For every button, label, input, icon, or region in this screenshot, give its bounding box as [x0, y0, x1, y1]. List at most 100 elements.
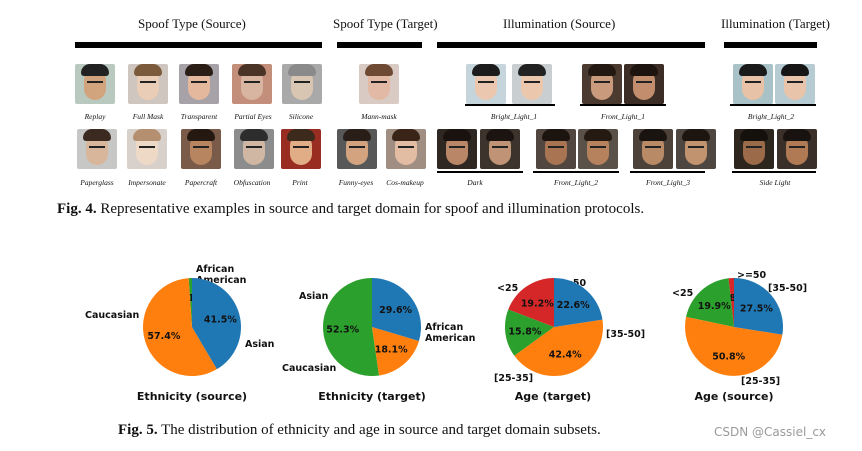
face-image — [536, 129, 576, 169]
caption-funny-eyes: Funny-eyes — [338, 178, 374, 187]
pie-value-label: 41.5% — [204, 315, 237, 326]
face-image — [624, 64, 664, 104]
pie-slice — [505, 309, 554, 356]
caption-side-light: Side Light — [759, 178, 791, 187]
pie-slice — [323, 278, 380, 376]
figure-5-label: Fig. 5. — [118, 422, 158, 438]
face-image — [512, 64, 552, 104]
pie-category-label: American — [425, 333, 476, 344]
face-image — [281, 129, 321, 169]
pie-category-label: >=50 — [737, 270, 767, 281]
group-underline — [630, 171, 705, 173]
face-image — [480, 129, 520, 169]
pie-value-label: 52.3% — [326, 325, 359, 336]
face-image — [128, 64, 168, 104]
caption-impersonate: Impersonate — [128, 178, 166, 187]
group-underline — [732, 171, 816, 173]
face-image — [386, 129, 426, 169]
section-title-spoof-source: Spoof Type (Source) — [138, 16, 246, 31]
pie-category-label: Asian — [299, 291, 329, 302]
face-image — [633, 129, 673, 169]
pie-slice — [686, 278, 734, 327]
pie-chart-title: Age (source) — [694, 390, 773, 403]
pie-slice — [188, 278, 192, 327]
pie-value-label: 1.1% — [178, 293, 205, 304]
section-bar-illum-target — [724, 42, 817, 48]
figure-4-caption-text: Representative examples in source and ta… — [96, 201, 645, 217]
caption-dark: Dark — [467, 178, 483, 187]
pie-value-label: 19.9% — [698, 301, 731, 312]
face-image — [282, 64, 322, 104]
face-image — [181, 129, 221, 169]
pie-slice — [734, 278, 784, 335]
pie-chart-title: Age (target) — [515, 390, 591, 403]
caption-transparent: Transparent — [180, 112, 218, 121]
pie-category-label: African — [425, 322, 463, 333]
pie-slice — [372, 278, 422, 341]
pie-chart-title: Ethnicity (source) — [137, 390, 247, 403]
caption-cos-makeup: Cos-makeup — [386, 178, 424, 187]
caption-silicone: Silicone — [288, 112, 314, 121]
face-image — [676, 129, 716, 169]
pie-category-label: African — [196, 264, 234, 275]
pie-value-label: 18.1% — [375, 345, 408, 356]
pie-value-label: 57.4% — [147, 331, 180, 342]
group-underline — [465, 104, 555, 106]
face-image — [234, 129, 274, 169]
section-bar-spoof-source — [75, 42, 322, 48]
caption-front-light-3: Front_Light_3 — [646, 178, 690, 187]
pie-category-label: [35-50] — [768, 283, 807, 294]
pie-slice — [685, 316, 783, 376]
figure-5-caption: Fig. 5. The distribution of ethnicity an… — [118, 422, 601, 439]
face-image — [582, 64, 622, 104]
caption-partial-eyes: Partial Eyes — [234, 112, 272, 121]
face-image — [437, 129, 477, 169]
caption-front-light-1: Front_Light_1 — [601, 112, 645, 121]
face-image — [733, 64, 773, 104]
pie-value-label: 29.6% — [379, 305, 412, 316]
caption-obfuscation: Obfuscation — [233, 178, 271, 187]
pie-category-label: [25-35] — [741, 376, 780, 387]
figure-5-caption-text: The distribution of ethnicity and age in… — [157, 422, 601, 438]
figure-4-caption: Fig. 4. Representative examples in sourc… — [57, 201, 644, 218]
pie-category-label: <25 — [497, 283, 518, 294]
caption-replay: Replay — [84, 112, 106, 121]
face-image — [777, 129, 817, 169]
group-underline — [580, 104, 666, 106]
pie-category-label: Caucasian — [282, 363, 337, 374]
face-image — [734, 129, 774, 169]
face-image — [77, 129, 117, 169]
face-image — [75, 64, 115, 104]
pie-slice — [372, 327, 419, 376]
face-image — [127, 129, 167, 169]
pie-slice — [514, 319, 603, 376]
group-underline — [437, 171, 523, 173]
pie-chart-title: Ethnicity (target) — [318, 390, 426, 403]
group-underline — [533, 171, 619, 173]
caption-bright-light-2: Bright_Light_2 — [747, 112, 795, 121]
pie-slice — [508, 278, 554, 327]
section-title-illum-target: Illumination (Target) — [721, 16, 830, 31]
pie-category-label: Asian — [245, 339, 275, 350]
pie-value-label: 1.8% — [719, 293, 746, 304]
face-image — [359, 64, 399, 104]
pie-value-label: 19.2% — [521, 298, 554, 309]
caption-front-light-2: Front_Light_2 — [554, 178, 598, 187]
pie-value-label: 27.5% — [740, 303, 773, 314]
face-image — [775, 64, 815, 104]
face-image — [337, 129, 377, 169]
group-underline — [730, 104, 816, 106]
pie-value-label: 50.8% — [712, 351, 745, 362]
face-image — [578, 129, 618, 169]
pie-slice — [554, 278, 603, 327]
caption-paperglass: Paperglass — [80, 178, 114, 187]
pie-value-label: 42.4% — [549, 350, 582, 361]
section-title-spoof-target: Spoof Type (Target) — [333, 16, 438, 31]
pie-category-label: <25 — [672, 288, 693, 299]
section-bar-illum-source — [437, 42, 705, 48]
pie-value-label: 15.8% — [508, 326, 541, 337]
watermark: CSDN @Cassiel_cx — [714, 425, 827, 439]
caption-papercraft: Papercraft — [184, 178, 218, 187]
pie-category-label: [25-35] — [494, 373, 533, 384]
caption-print: Print — [292, 178, 308, 187]
